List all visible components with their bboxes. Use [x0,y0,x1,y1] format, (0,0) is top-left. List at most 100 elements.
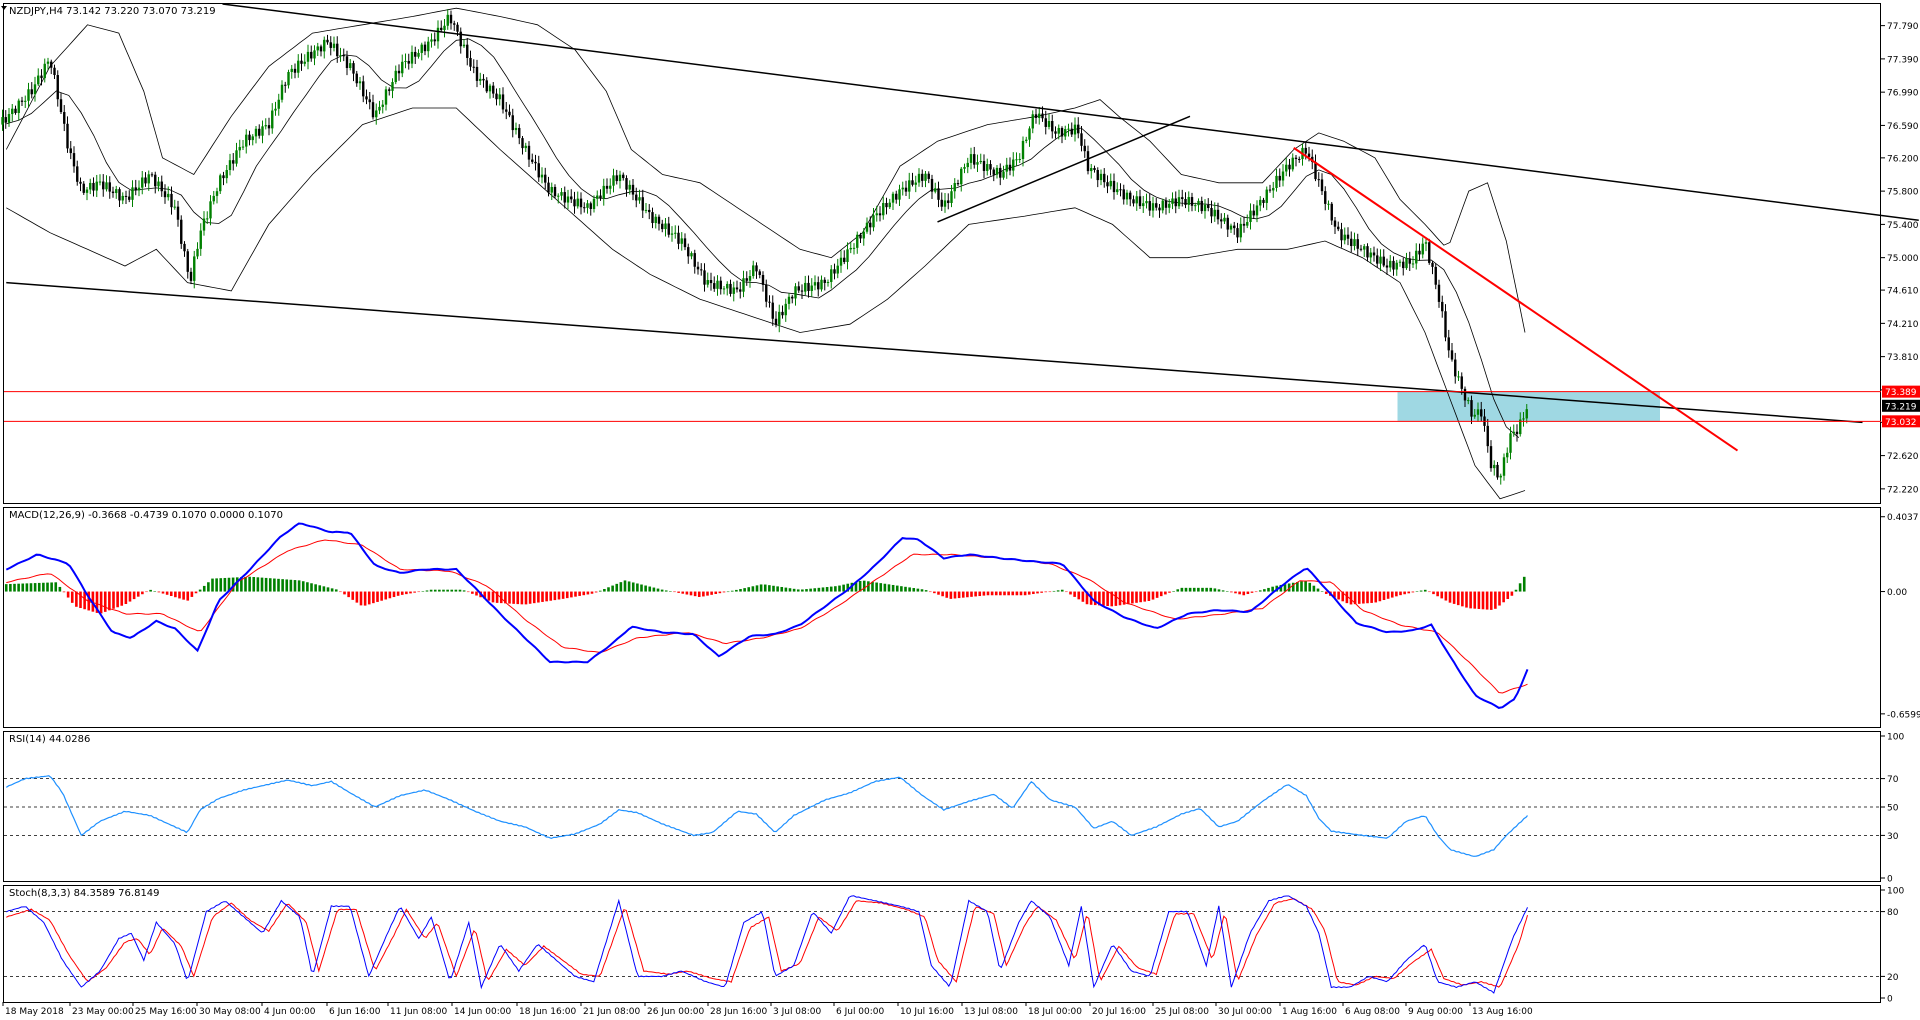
candle-body [342,55,345,57]
candle-body [332,43,336,48]
candle-body [755,265,758,272]
candle-body [128,196,131,200]
candle-body [1460,376,1463,389]
candle-body [1265,189,1268,203]
macd-histogram-bar [867,581,870,592]
candle-body [1272,187,1275,191]
candle-body [274,108,277,111]
candle-body [1327,203,1330,205]
candle-body [378,106,381,111]
macd-histogram-bar [685,591,689,595]
candle-body [1057,127,1060,134]
candle-body [664,223,667,230]
macd-histogram-bar [37,582,41,592]
candle-body [446,14,449,26]
candle-body [1480,409,1483,417]
macd-histogram-bar [854,581,858,592]
stoch-tick-label: 20 [1887,973,1899,983]
candle-body [557,195,560,197]
candle-body [251,136,254,141]
candle-body [141,177,144,188]
candle-body [1294,157,1298,159]
price-tick-label: 72.220 [1887,485,1919,495]
candle-body [339,55,342,57]
candle-body [310,51,313,59]
candle-body [1489,446,1493,469]
candle-body [1486,425,1489,447]
macd-histogram-bar [1213,588,1217,592]
candle-body [700,269,703,271]
candle-body [888,202,891,208]
candle-body [674,232,677,234]
candle-body [199,230,202,249]
candle-body [1096,169,1099,181]
candle-body [813,282,817,286]
macd-histogram-bar [565,591,569,599]
macd-histogram-bar [520,591,524,605]
candle-body [1054,131,1057,134]
time-tick-label: 18 Jun 16:00 [519,1007,576,1017]
current-price-tag-bg [1882,399,1920,412]
candle-body [778,311,781,325]
macd-histogram-bar [1131,591,1134,604]
candle-body [719,280,722,290]
macd-histogram-bar [372,591,375,604]
candle-body [1145,201,1148,204]
candle-body [306,51,310,62]
candle-body [488,85,492,92]
candle-body [716,280,719,289]
candle-body [1346,234,1350,239]
macd-histogram-bar [537,591,540,603]
candle-body [508,111,511,116]
macd-histogram-bar [29,583,33,592]
macd-histogram-bar [466,591,470,593]
candle-body [1216,209,1220,220]
candle-body [1382,256,1385,266]
candle-body [934,188,937,192]
middle-band-line [6,38,1520,439]
macd-histogram-bar [165,591,169,595]
candle-body [1239,223,1242,238]
candle-body [1077,124,1080,134]
candle-body [638,197,641,201]
level-price-tag-0-bg [1882,385,1920,398]
candle-body [1356,239,1359,249]
macd-histogram-bar [879,583,883,592]
candle-body [895,193,898,200]
macd-histogram-bar [293,580,297,592]
candle-body [482,78,485,81]
macd-histogram-bar [112,591,115,609]
candle-body [1242,223,1246,226]
macd-histogram-bar [1242,591,1246,596]
macd-histogram-bar [1048,591,1052,593]
candle-body [345,56,349,69]
macd-histogram-bar [334,589,338,592]
rsi-line [5,775,1528,857]
macd-histogram-bar [801,589,804,592]
macd-histogram-bar [1085,591,1089,605]
macd-histogram-bar [759,584,763,592]
macd-histogram-bar [1019,591,1023,596]
candle-body [875,213,878,216]
macd-histogram-bar [916,588,920,592]
macd-histogram-bar [141,591,144,595]
time-tick-label: 3 Jul 08:00 [773,1007,822,1017]
dropdown-arrow-icon[interactable] [1,6,7,10]
candle-body [1203,204,1207,212]
candle-body [1398,261,1402,263]
macd-histogram-bar [978,591,982,597]
macd-histogram-bar [1390,591,1394,598]
candle-body [475,66,479,81]
macd-histogram-bar [1209,587,1213,592]
candle-body [1151,203,1155,211]
candle-body [1476,409,1480,415]
candle-body [846,249,849,262]
macd-histogram-bar [598,590,602,592]
stoch-tick-label: 0 [1887,995,1893,1005]
macd-histogram-bar [1456,591,1460,606]
macd-histogram-bar [524,591,528,605]
candle-body [849,247,852,250]
macd-histogram-bar [1201,587,1204,592]
candle-body [1353,239,1356,247]
candle-body [839,257,843,266]
